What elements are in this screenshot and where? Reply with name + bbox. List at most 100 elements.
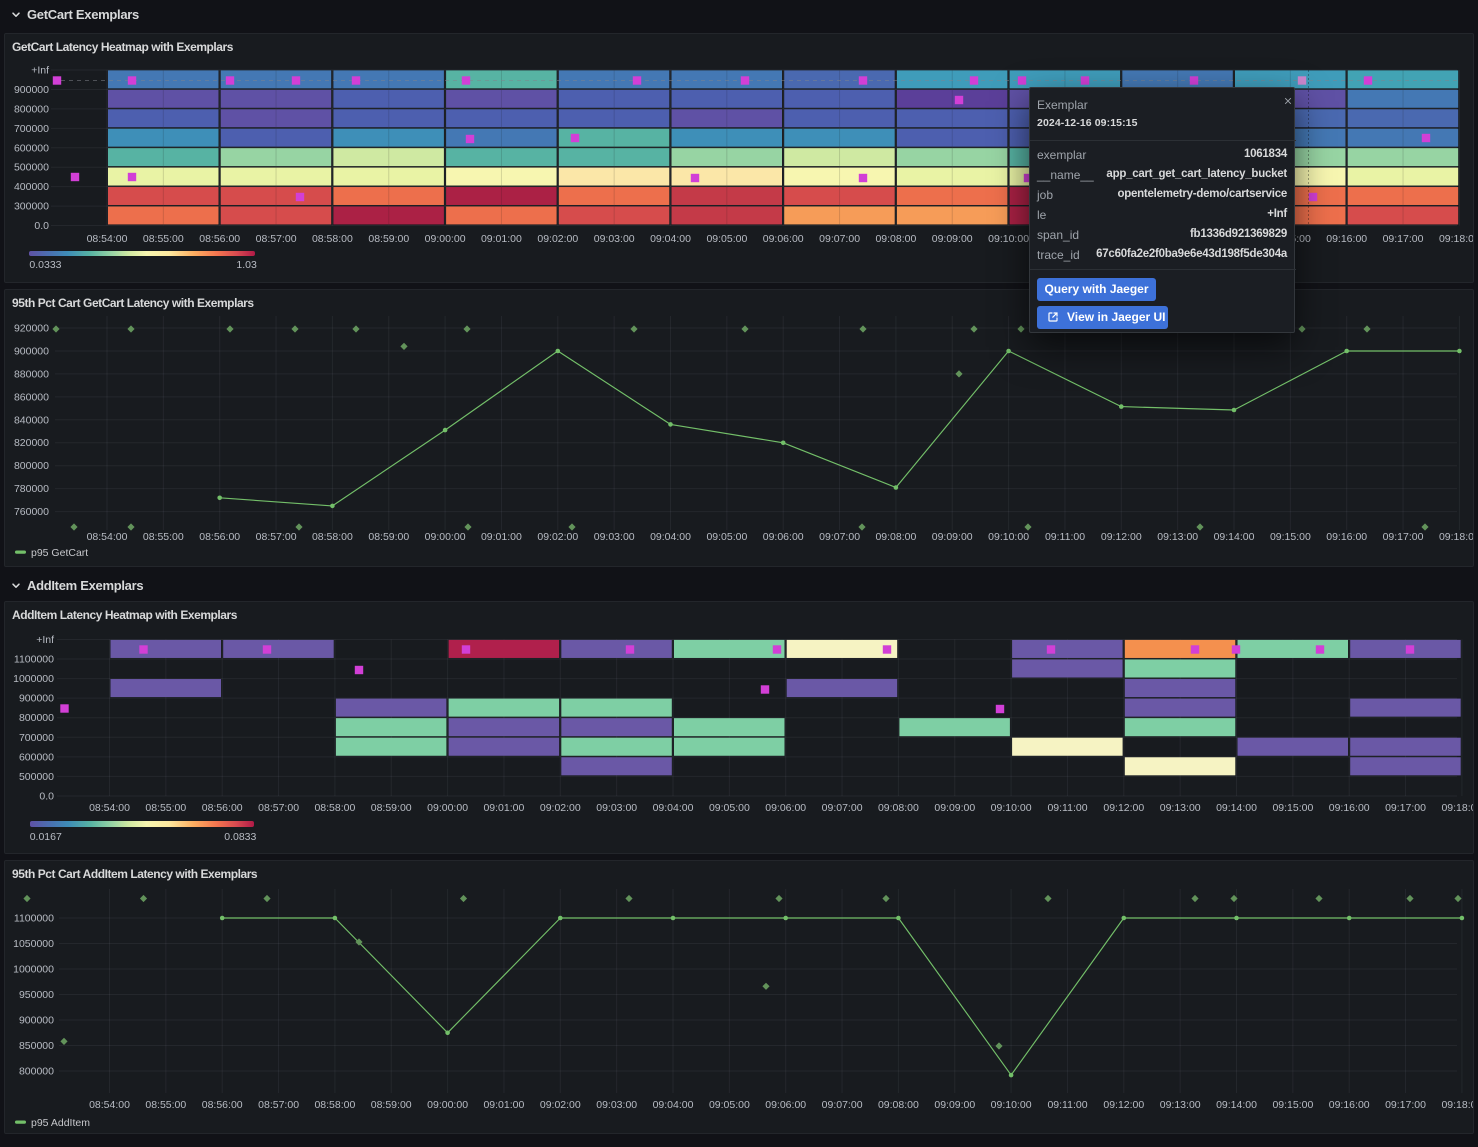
svg-text:600000: 600000 <box>19 751 54 763</box>
svg-text:09:13:00: 09:13:00 <box>1160 802 1201 814</box>
svg-text:08:54:00: 08:54:00 <box>89 1099 130 1111</box>
svg-text:09:18:00: 09:18:00 <box>1441 1099 1474 1111</box>
svg-text:09:13:00: 09:13:00 <box>1160 1099 1201 1111</box>
svg-text:09:06:00: 09:06:00 <box>763 531 804 543</box>
svg-text:920000: 920000 <box>14 323 49 335</box>
svg-text:09:14:00: 09:14:00 <box>1214 531 1255 543</box>
svg-text:09:10:00: 09:10:00 <box>991 1099 1032 1111</box>
svg-text:09:16:00: 09:16:00 <box>1326 233 1367 245</box>
svg-text:09:04:00: 09:04:00 <box>650 531 691 543</box>
svg-text:09:14:00: 09:14:00 <box>1216 802 1257 814</box>
svg-text:1050000: 1050000 <box>13 938 54 950</box>
svg-text:09:06:00: 09:06:00 <box>763 233 804 245</box>
svg-text:08:56:00: 08:56:00 <box>202 1099 243 1111</box>
svg-text:950000: 950000 <box>19 989 54 1001</box>
svg-text:900000: 900000 <box>19 1015 54 1027</box>
svg-text:09:13:00: 09:13:00 <box>1157 531 1198 543</box>
svg-text:09:05:00: 09:05:00 <box>706 531 747 543</box>
svg-text:09:07:00: 09:07:00 <box>819 531 860 543</box>
svg-text:09:07:00: 09:07:00 <box>822 1099 863 1111</box>
svg-text:08:55:00: 08:55:00 <box>143 233 184 245</box>
svg-text:1000000: 1000000 <box>13 964 54 976</box>
svg-text:09:07:00: 09:07:00 <box>822 802 863 814</box>
svg-text:09:18:00: 09:18:00 <box>1441 802 1474 814</box>
svg-text:09:03:00: 09:03:00 <box>596 1099 637 1111</box>
svg-text:09:03:00: 09:03:00 <box>596 802 637 814</box>
svg-text:08:59:00: 08:59:00 <box>368 531 409 543</box>
svg-text:09:06:00: 09:06:00 <box>765 802 806 814</box>
svg-text:08:58:00: 08:58:00 <box>312 531 353 543</box>
svg-text:0.0: 0.0 <box>34 220 49 232</box>
svg-text:500000: 500000 <box>14 162 49 174</box>
svg-text:780000: 780000 <box>14 483 49 495</box>
svg-text:09:04:00: 09:04:00 <box>653 1099 694 1111</box>
svg-text:860000: 860000 <box>14 391 49 403</box>
svg-text:08:58:00: 08:58:00 <box>314 1099 355 1111</box>
svg-text:08:57:00: 08:57:00 <box>258 1099 299 1111</box>
svg-text:08:54:00: 08:54:00 <box>87 233 128 245</box>
svg-text:09:00:00: 09:00:00 <box>425 233 466 245</box>
svg-text:1000000: 1000000 <box>13 673 54 685</box>
svg-text:09:05:00: 09:05:00 <box>706 233 747 245</box>
svg-text:09:16:00: 09:16:00 <box>1329 802 1370 814</box>
svg-text:09:12:00: 09:12:00 <box>1103 1099 1144 1111</box>
svg-text:600000: 600000 <box>14 142 49 154</box>
svg-text:900000: 900000 <box>19 693 54 705</box>
svg-text:09:10:00: 09:10:00 <box>991 802 1032 814</box>
svg-text:p95 AddItem: p95 AddItem <box>31 1117 90 1129</box>
svg-text:300000: 300000 <box>14 201 49 213</box>
svg-text:09:01:00: 09:01:00 <box>483 1099 524 1111</box>
svg-text:850000: 850000 <box>19 1040 54 1052</box>
svg-text:09:05:00: 09:05:00 <box>709 802 750 814</box>
svg-text:1100000: 1100000 <box>14 654 54 666</box>
svg-text:900000: 900000 <box>14 346 49 358</box>
svg-text:09:14:00: 09:14:00 <box>1216 1099 1257 1111</box>
svg-text:08:56:00: 08:56:00 <box>202 802 243 814</box>
svg-text:09:00:00: 09:00:00 <box>427 802 468 814</box>
svg-text:09:16:00: 09:16:00 <box>1329 1099 1370 1111</box>
svg-text:0.0: 0.0 <box>39 791 54 803</box>
svg-text:08:59:00: 08:59:00 <box>371 802 412 814</box>
svg-text:09:09:00: 09:09:00 <box>932 531 973 543</box>
svg-text:09:12:00: 09:12:00 <box>1101 531 1142 543</box>
svg-text:400000: 400000 <box>14 181 49 193</box>
svg-text:08:59:00: 08:59:00 <box>371 1099 412 1111</box>
svg-text:09:01:00: 09:01:00 <box>481 531 522 543</box>
svg-text:1100000: 1100000 <box>14 913 54 925</box>
svg-text:09:11:00: 09:11:00 <box>1047 802 1087 814</box>
svg-text:09:09:00: 09:09:00 <box>932 233 973 245</box>
svg-text:08:58:00: 08:58:00 <box>312 233 353 245</box>
svg-text:700000: 700000 <box>19 732 54 744</box>
svg-text:08:54:00: 08:54:00 <box>87 531 128 543</box>
svg-text:09:02:00: 09:02:00 <box>537 233 578 245</box>
svg-text:09:09:00: 09:09:00 <box>934 1099 975 1111</box>
svg-text:08:58:00: 08:58:00 <box>314 802 355 814</box>
svg-text:09:12:00: 09:12:00 <box>1103 802 1144 814</box>
svg-text:800000: 800000 <box>14 460 49 472</box>
svg-text:09:17:00: 09:17:00 <box>1383 233 1424 245</box>
svg-text:09:00:00: 09:00:00 <box>425 531 466 543</box>
svg-text:09:00:00: 09:00:00 <box>427 1099 468 1111</box>
svg-text:09:17:00: 09:17:00 <box>1385 1099 1426 1111</box>
svg-text:09:11:00: 09:11:00 <box>1047 1099 1087 1111</box>
svg-text:09:09:00: 09:09:00 <box>934 802 975 814</box>
svg-text:800000: 800000 <box>19 1066 54 1078</box>
svg-text:09:04:00: 09:04:00 <box>653 802 694 814</box>
svg-text:09:05:00: 09:05:00 <box>709 1099 750 1111</box>
svg-text:09:17:00: 09:17:00 <box>1383 531 1424 543</box>
svg-text:09:08:00: 09:08:00 <box>878 1099 919 1111</box>
svg-text:840000: 840000 <box>14 414 49 426</box>
svg-text:09:02:00: 09:02:00 <box>540 802 581 814</box>
svg-text:08:59:00: 08:59:00 <box>368 233 409 245</box>
svg-text:08:57:00: 08:57:00 <box>258 802 299 814</box>
svg-text:09:02:00: 09:02:00 <box>537 531 578 543</box>
svg-text:09:06:00: 09:06:00 <box>765 1099 806 1111</box>
svg-text:p95 GetCart: p95 GetCart <box>31 547 88 559</box>
svg-text:800000: 800000 <box>19 712 54 724</box>
svg-text:09:17:00: 09:17:00 <box>1385 802 1426 814</box>
svg-text:09:01:00: 09:01:00 <box>481 233 522 245</box>
svg-text:09:18:00: 09:18:00 <box>1439 233 1474 245</box>
svg-text:08:55:00: 08:55:00 <box>145 802 186 814</box>
svg-text:09:15:00: 09:15:00 <box>1270 531 1311 543</box>
svg-text:09:08:00: 09:08:00 <box>878 802 919 814</box>
